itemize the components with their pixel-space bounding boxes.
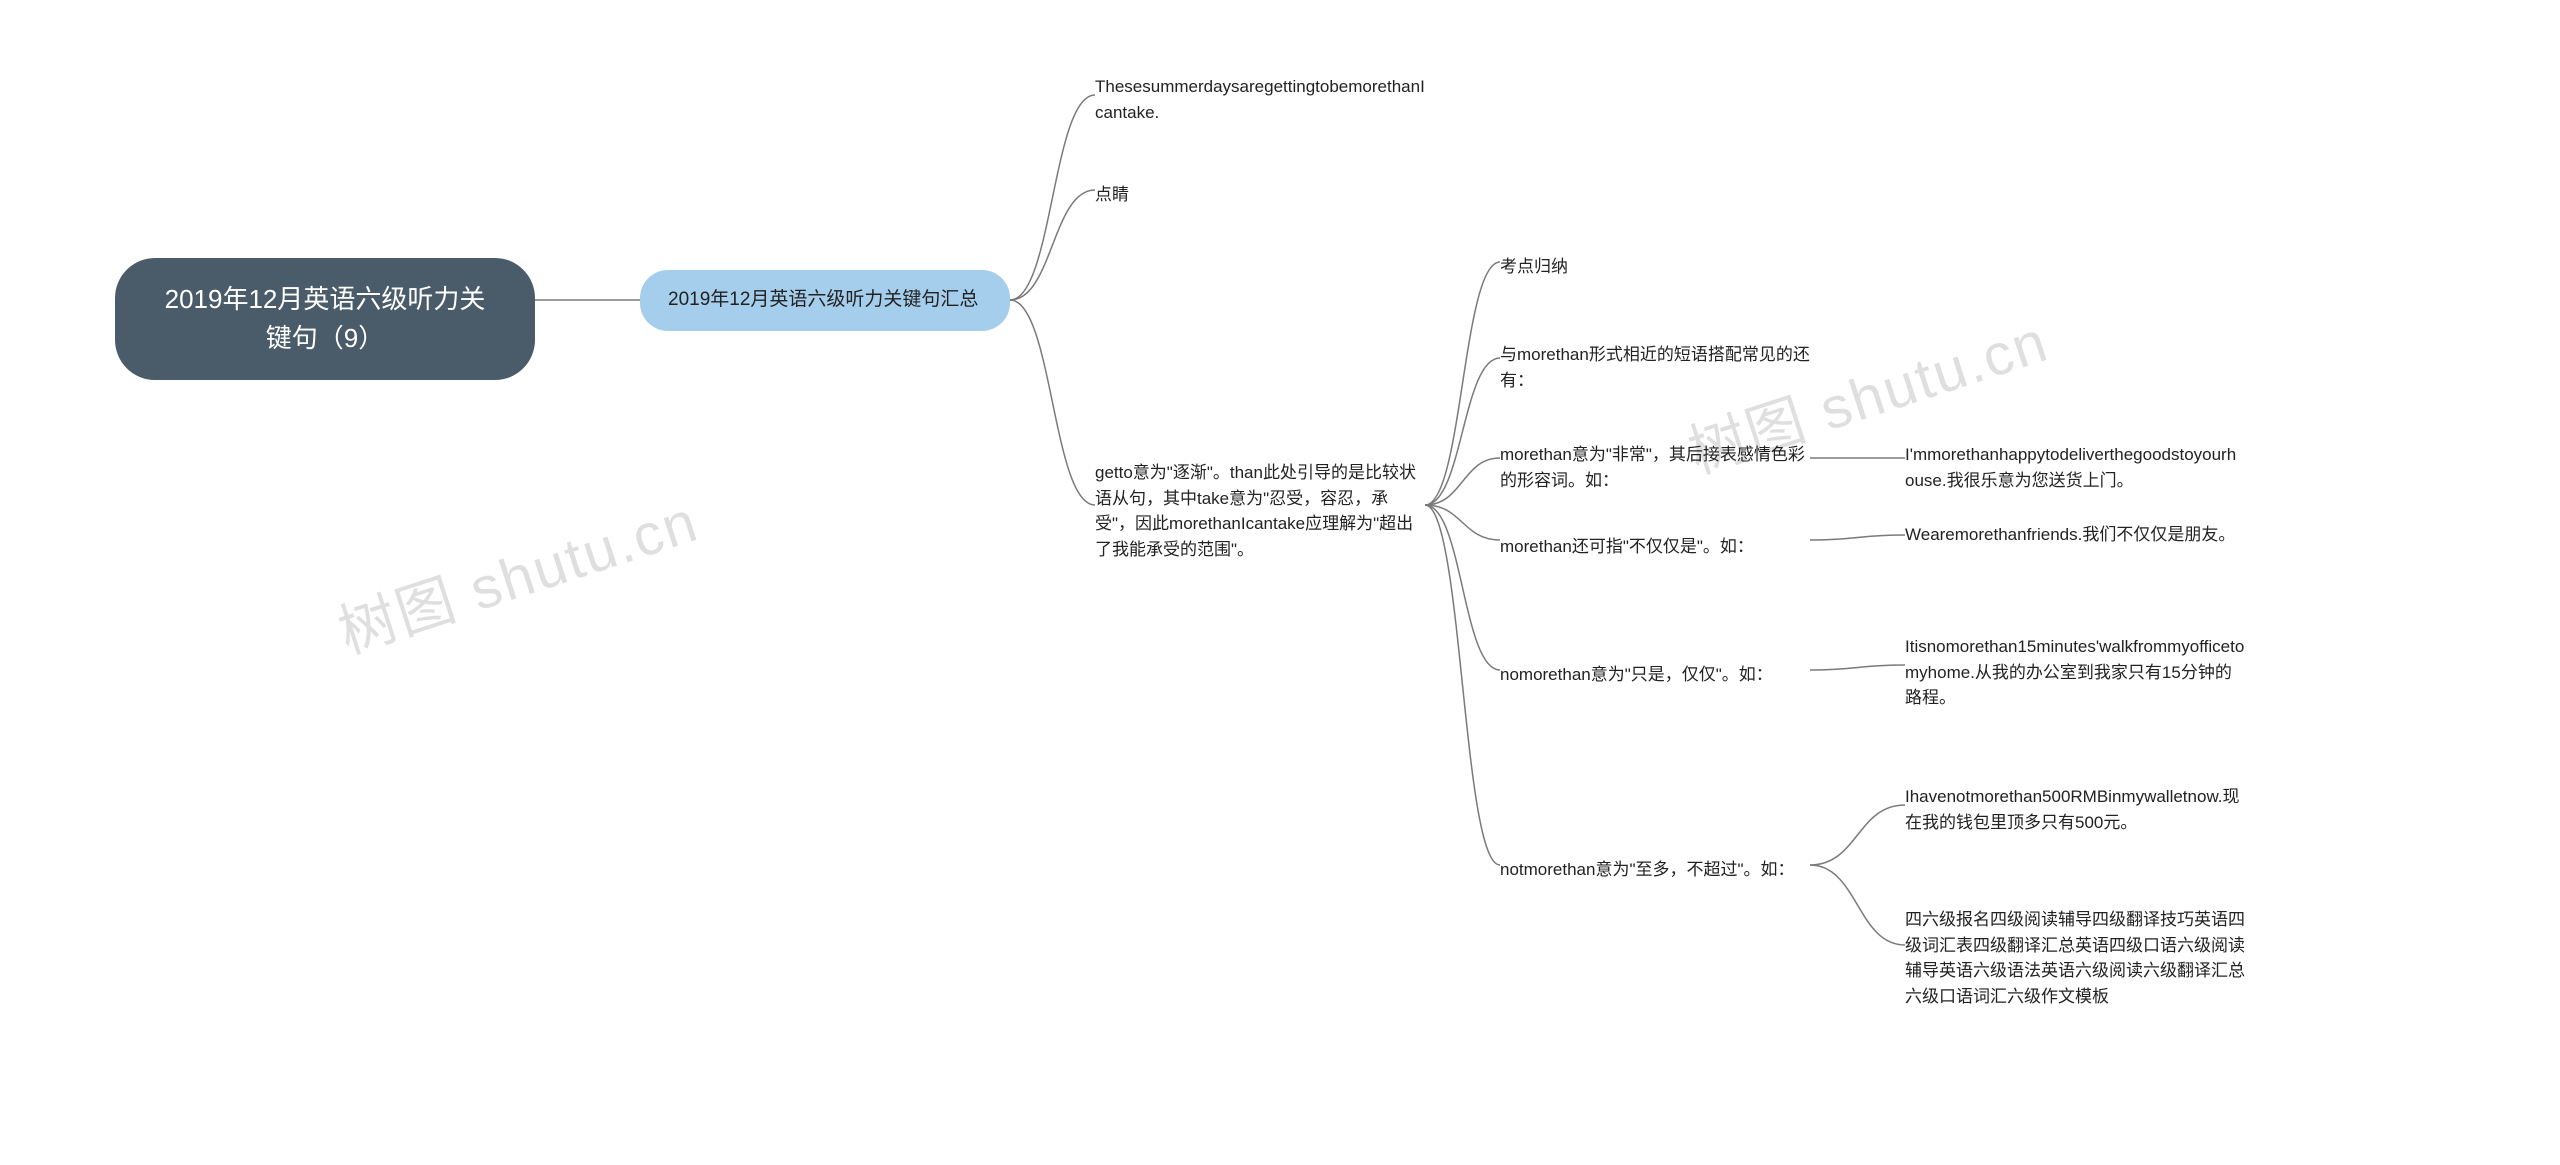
level1-node[interactable]: 2019年12月英语六级听力关键句汇总 xyxy=(640,270,1010,331)
sub-node[interactable]: nomorethan意为"只是，仅仅"。如： xyxy=(1500,660,1810,690)
leaf-node[interactable]: Ihavenotmorethan500RMBinmywalletnow.现在我的… xyxy=(1905,782,2245,837)
branch-node[interactable]: 点睛 xyxy=(1095,180,1425,210)
mindmap-canvas: 2019年12月英语六级听力关键句（9） 2019年12月英语六级听力关键句汇总… xyxy=(0,0,2560,1165)
sub-node[interactable]: morethan意为"非常"，其后接表感情色彩的形容词。如： xyxy=(1500,440,1810,495)
sub-node[interactable]: notmorethan意为"至多，不超过"。如： xyxy=(1500,855,1810,885)
leaf-node[interactable]: Itisnomorethan15minutes'walkfrommyoffice… xyxy=(1905,632,2245,713)
root-node[interactable]: 2019年12月英语六级听力关键句（9） xyxy=(115,258,535,380)
sub-node[interactable]: 考点归纳 xyxy=(1500,252,1810,282)
leaf-node[interactable]: Wearemorethanfriends.我们不仅仅是朋友。 xyxy=(1905,520,2245,550)
branch-node[interactable]: getto意为"逐渐"。than此处引导的是比较状语从句，其中take意为"忍受… xyxy=(1095,458,1425,564)
leaf-node[interactable]: I'mmorethanhappytodeliverthegoodstoyourh… xyxy=(1905,440,2245,495)
watermark: 树图 shutu.cn xyxy=(326,474,707,669)
branch-node[interactable]: ThesesummerdaysaregettingtobemorethanIca… xyxy=(1095,72,1425,127)
leaf-node[interactable]: 四六级报名四级阅读辅导四级翻译技巧英语四级词汇表四级翻译汇总英语四级口语六级阅读… xyxy=(1905,905,2245,1011)
sub-node[interactable]: morethan还可指"不仅仅是"。如： xyxy=(1500,532,1810,562)
sub-node[interactable]: 与morethan形式相近的短语搭配常见的还有： xyxy=(1500,340,1810,395)
